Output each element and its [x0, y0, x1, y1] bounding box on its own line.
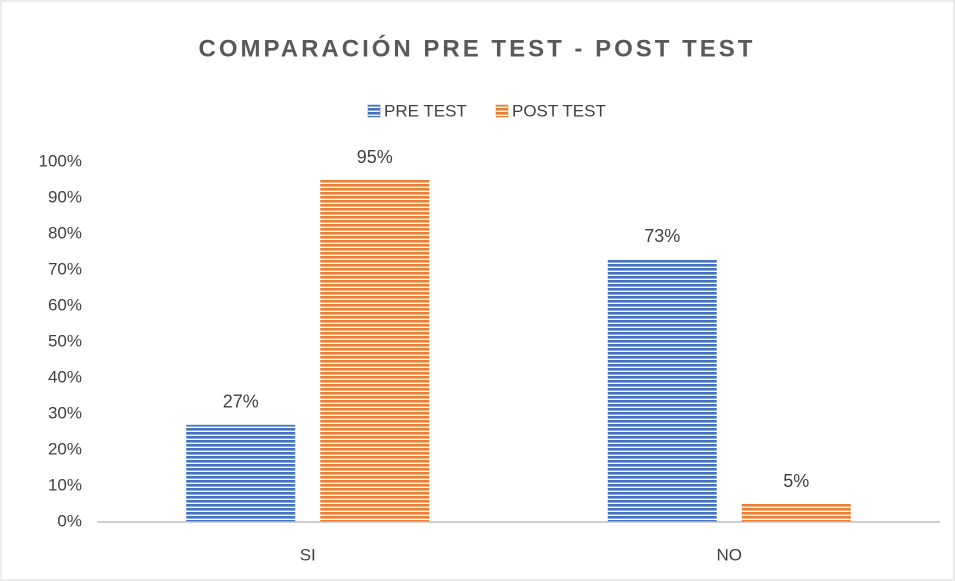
y-tick-label: 20% — [48, 439, 82, 458]
x-tick-label: NO — [717, 545, 743, 564]
value-label: 27% — [223, 392, 259, 412]
y-tick-label: 50% — [48, 331, 82, 350]
y-tick-label: 40% — [48, 367, 82, 386]
bar — [320, 180, 430, 522]
value-label: 5% — [783, 471, 809, 491]
y-tick-label: 60% — [48, 295, 82, 314]
y-tick-label: 70% — [48, 259, 82, 278]
value-label: 95% — [357, 147, 393, 167]
chart-title: COMPARACIÓN PRE TEST - POST TEST — [199, 34, 756, 62]
legend-swatch — [367, 104, 381, 118]
bar — [186, 424, 296, 522]
y-tick-label: 30% — [48, 403, 82, 422]
legend-label: POST TEST — [512, 101, 606, 120]
y-tick-label: 80% — [48, 223, 82, 242]
x-tick-label: SI — [300, 545, 316, 564]
bar — [607, 259, 717, 522]
y-tick-label: 90% — [48, 187, 82, 206]
bar — [741, 504, 851, 522]
legend-label: PRE TEST — [384, 101, 467, 120]
y-tick-label: 100% — [39, 151, 82, 170]
y-tick-label: 0% — [57, 511, 82, 530]
legend-swatch — [495, 104, 509, 118]
y-tick-label: 10% — [48, 475, 82, 494]
value-label: 73% — [644, 226, 680, 246]
